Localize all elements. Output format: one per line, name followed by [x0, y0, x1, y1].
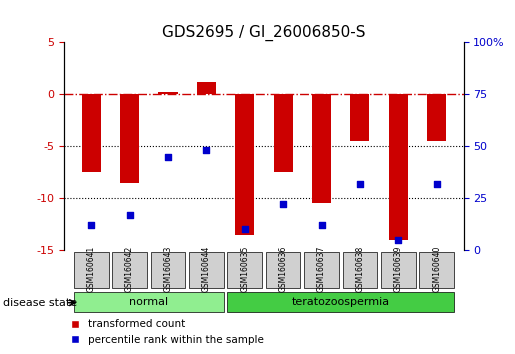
FancyBboxPatch shape: [342, 252, 377, 288]
Bar: [273, 95, 293, 172]
Title: GDS2695 / GI_26006850-S: GDS2695 / GI_26006850-S: [162, 25, 366, 41]
Text: GSM160637: GSM160637: [317, 245, 326, 292]
Bar: [197, 82, 216, 95]
FancyBboxPatch shape: [381, 252, 416, 288]
FancyBboxPatch shape: [74, 292, 224, 312]
Text: normal: normal: [129, 297, 168, 307]
Text: GSM160640: GSM160640: [432, 245, 441, 292]
Point: [356, 181, 364, 187]
Bar: [427, 95, 446, 141]
Point: [317, 222, 325, 228]
Point: [164, 154, 172, 160]
Point: [394, 237, 402, 242]
Point: [433, 181, 441, 187]
Bar: [235, 95, 254, 235]
Text: GSM160643: GSM160643: [163, 245, 173, 292]
Point: [126, 212, 134, 218]
Legend: transformed count, percentile rank within the sample: transformed count, percentile rank withi…: [67, 315, 268, 349]
Text: GSM160639: GSM160639: [394, 245, 403, 292]
FancyBboxPatch shape: [304, 252, 339, 288]
FancyBboxPatch shape: [419, 252, 454, 288]
FancyBboxPatch shape: [228, 252, 262, 288]
Point: [202, 148, 211, 153]
Bar: [350, 95, 369, 141]
Point: [279, 202, 287, 207]
Text: GSM160635: GSM160635: [241, 245, 249, 292]
Bar: [120, 95, 139, 183]
Point: [87, 222, 95, 228]
FancyBboxPatch shape: [266, 252, 300, 288]
FancyBboxPatch shape: [151, 252, 185, 288]
FancyBboxPatch shape: [112, 252, 147, 288]
Text: GSM160636: GSM160636: [279, 245, 287, 292]
Bar: [159, 92, 178, 95]
Bar: [312, 95, 331, 204]
Text: disease state: disease state: [3, 298, 77, 308]
FancyBboxPatch shape: [228, 292, 454, 312]
Text: teratozoospermia: teratozoospermia: [291, 297, 390, 307]
Text: GSM160644: GSM160644: [202, 245, 211, 292]
FancyBboxPatch shape: [189, 252, 224, 288]
Bar: [82, 95, 101, 172]
Point: [241, 227, 249, 232]
Text: GSM160642: GSM160642: [125, 246, 134, 292]
FancyBboxPatch shape: [74, 252, 109, 288]
Text: GSM160641: GSM160641: [87, 246, 96, 292]
Text: GSM160638: GSM160638: [355, 246, 365, 292]
Bar: [389, 95, 408, 240]
